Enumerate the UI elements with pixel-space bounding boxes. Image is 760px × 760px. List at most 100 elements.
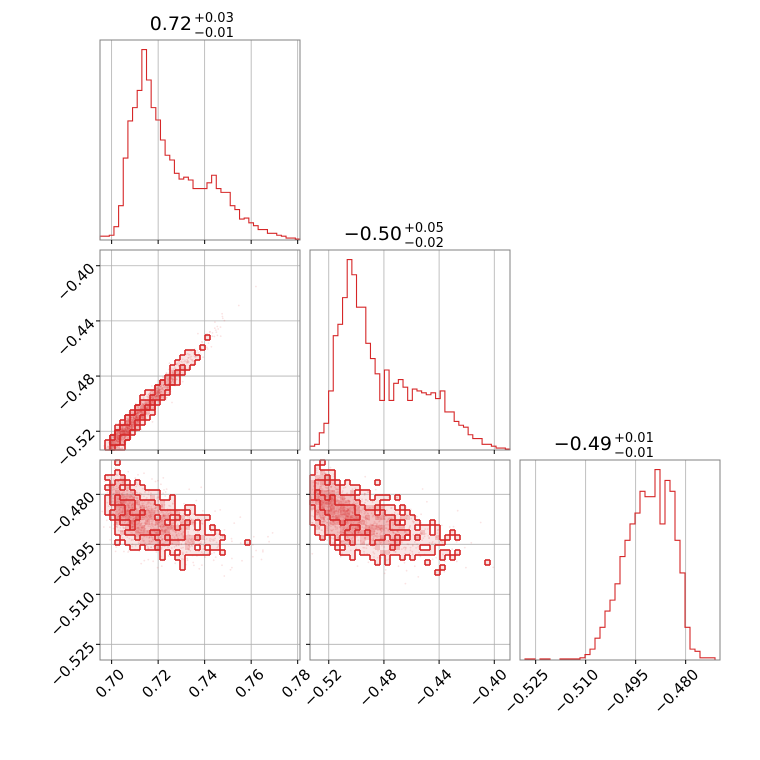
scatter-point [159,388,161,391]
scatter-point [157,479,159,482]
scatter-point [140,410,143,413]
hist-bar [310,446,315,450]
scatter-point [166,396,168,399]
hist-bar [389,400,394,450]
scatter-point [190,355,193,358]
scatter-point [123,431,125,434]
hist-bar [324,423,329,450]
scatter-point [142,407,145,410]
scatter-point [117,431,119,434]
hist-bar [142,50,147,240]
scatter-point [211,332,214,334]
scatter-point [122,431,124,434]
hist-bar [403,387,408,450]
scatter-point [214,556,217,558]
scatter-point [186,352,189,355]
scatter-point [134,477,137,480]
hist-bar [487,444,492,450]
scatter-point [183,502,185,505]
hist-bar [352,275,357,450]
scatter-point [162,492,165,495]
scatter-point [165,488,168,490]
scatter-point [448,526,451,528]
scatter-point [122,440,124,443]
hist-panel-1: −0.50 +0.05−0.02 [309,221,511,454]
scatter-point [116,436,119,438]
scatter-point [112,436,115,439]
scatter-point [176,362,179,365]
scatter-point [124,427,127,430]
hist-bar [431,393,436,450]
scatter-point [131,419,134,421]
scatter-point [167,378,170,380]
scatter-point [132,425,135,428]
scatter-point [170,382,173,385]
scatter-point [130,423,133,426]
scatter-point [134,402,137,405]
hist-bar [630,524,635,660]
scatter-point [115,440,118,443]
scatter-point [119,431,122,433]
scatter-point [113,442,116,445]
scatter-point [122,430,125,432]
scatter-point [219,326,222,328]
scatter-point [193,564,195,567]
hist-bar [230,206,235,240]
hist-bar [235,210,240,240]
hist-bar [333,336,338,450]
scatter-point [156,387,159,390]
scatter-point [239,542,242,545]
scatter-point [207,342,210,344]
hist-bar [212,175,217,240]
scatter-point [152,397,154,399]
scatter-point [189,356,192,358]
y-tick-label: −0.480 [47,488,99,540]
scatter-point [134,414,137,417]
panel-title-1: −0.50 +0.05−0.02 [344,221,444,251]
scatter-point [138,412,141,414]
scatter-point [166,377,169,380]
hist-bar [170,160,175,240]
scatter-point [187,361,190,363]
scatter-point [186,361,189,364]
scatter-point [135,413,138,415]
scatter-point [136,416,139,419]
scatter-point [173,367,176,369]
hist-bar [463,427,468,450]
scatter-point [211,335,214,338]
hist-bar [454,421,459,450]
hist-bar [660,524,665,660]
scatter-point [167,379,170,381]
scatter-point [141,415,144,418]
hist-bar [384,370,389,450]
scatter-point [162,396,165,399]
scatter-point [171,371,174,374]
scatter-point [115,447,118,449]
scatter-point [141,416,144,419]
scatter-point [148,412,150,415]
scatter-point [181,380,184,383]
scatter-panel-0-2: 0.70 0.72 0.74 0.76 0.78−0.525−0.510−0.495−0… [47,459,314,702]
scatter-point [112,442,114,445]
hist-bar [147,80,152,240]
hist-bar [670,491,675,660]
density-cell [170,530,175,535]
scatter-point [109,526,111,528]
density-cell [130,540,135,545]
title-plus: +0.01 [614,431,654,446]
scatter-point [171,379,174,381]
density-cell [215,535,220,540]
scatter-point [130,425,132,428]
scatter-point [123,431,125,434]
scatter-point [145,412,148,414]
hist-bar [695,651,700,660]
scatter-point [124,431,127,434]
hist-bar [277,235,282,240]
hist-bar [445,412,450,450]
hist-bar [426,395,431,450]
density-cell [185,545,190,550]
title-minus: −0.01 [194,26,234,41]
scatter-point [124,435,127,438]
scatter-panel-0-1: −0.52 −0.48 −0.44 −0.40 [53,249,301,470]
scatter-point [221,317,224,320]
